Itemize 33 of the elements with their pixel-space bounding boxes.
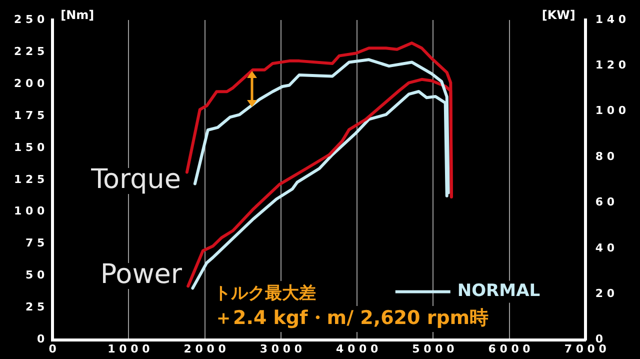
- y-tick-label: 5 0: [25, 268, 45, 282]
- x-tick-label: 3 0 0 0: [260, 342, 302, 356]
- y2-tick-label: 1 2 0: [595, 58, 626, 72]
- y-tick-label: 2 2 5: [14, 44, 45, 58]
- x-tick-label: 6 0 0 0: [488, 342, 531, 356]
- y-tick-label: 1 0 0: [14, 204, 45, 218]
- x-tick-label: 7 0 0 0: [564, 342, 607, 356]
- y-tick-label: 7 5: [25, 236, 45, 250]
- y-tick-label: 2 5: [25, 300, 45, 314]
- annotation: ＋2.4 kgf・m/ 2,620 rpm時: [214, 306, 489, 329]
- y2-tick-label: 2 0: [595, 286, 615, 300]
- y-tick-label: 1 2 5: [14, 172, 45, 186]
- legend-label: NORMAL: [457, 281, 540, 302]
- y-tick-label: 1 7 5: [14, 108, 45, 122]
- x-tick-label: 4 0 0 0: [336, 342, 378, 356]
- y2-tick-label: 4 0: [595, 241, 615, 254]
- y2-tick-label: 1 0 0: [595, 104, 626, 118]
- y-tick-label: 1 5 0: [14, 140, 45, 154]
- y2-tick-label: 1 4 0: [595, 12, 626, 26]
- y-tick-label: 0: [36, 332, 45, 346]
- x-tick-label: 2 0 0 0: [184, 342, 226, 356]
- y-tick-label: 2 0 0: [14, 76, 45, 90]
- y-axis-title: [Nm]: [60, 8, 94, 22]
- y2-axis-title: [KW]: [542, 8, 576, 22]
- annotation: トルク最大差: [214, 283, 316, 304]
- annotation: Power: [100, 259, 183, 290]
- annotation: Torque: [90, 164, 181, 196]
- x-tick-label: 5 0 0 0: [412, 342, 455, 356]
- y2-tick-label: 8 0: [595, 150, 615, 163]
- y2-tick-label: 6 0: [595, 196, 615, 209]
- y-tick-label: 2 5 0: [14, 12, 45, 26]
- x-tick-label: 0: [48, 342, 57, 356]
- x-tick-label: 1 0 0 0: [108, 342, 150, 356]
